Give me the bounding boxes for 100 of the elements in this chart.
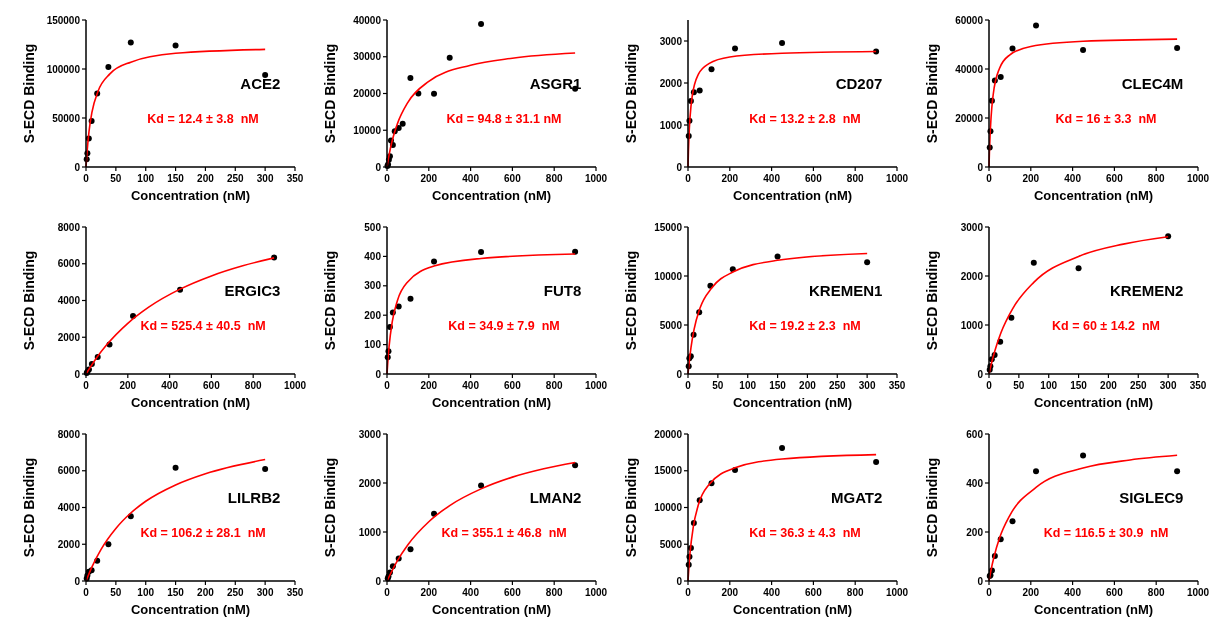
x-tick-label: 1000 bbox=[1186, 587, 1210, 598]
x-tick-label: 200 bbox=[197, 173, 215, 184]
y-tick-label: 150000 bbox=[46, 14, 81, 26]
y-tick-label: 3000 bbox=[358, 428, 382, 440]
text: ERGIC3 bbox=[224, 282, 281, 300]
text: LILRB2 bbox=[227, 489, 281, 507]
x-tick-label: 100 bbox=[739, 380, 757, 391]
x-tick-label: 50 bbox=[1013, 380, 1025, 391]
y-tick-label: 15000 bbox=[654, 465, 683, 477]
x-tick-label: 0 bbox=[685, 587, 692, 598]
y-tick-label: 4000 bbox=[57, 295, 81, 306]
x-tick-label: 0 bbox=[384, 380, 391, 391]
y-tick-label: 2000 bbox=[57, 331, 81, 343]
x-tick-label: 250 bbox=[828, 380, 847, 391]
y-tick-label: 6000 bbox=[57, 465, 81, 477]
x-tick-label: 150 bbox=[167, 173, 185, 184]
y-tick-label: 0 bbox=[74, 368, 81, 380]
y-tick-label: 200 bbox=[364, 309, 382, 321]
x-axis-title: Concentration (nM) bbox=[431, 395, 552, 410]
x-tick-label: 0 bbox=[83, 587, 90, 598]
annotation: Kd = 19.2 ± 2.3 nM bbox=[749, 318, 861, 333]
x-tick-label: 0 bbox=[83, 380, 90, 391]
text: FUT8 bbox=[543, 282, 582, 300]
annotation: Kd = 34.9 ± 7.9 nM bbox=[448, 318, 560, 333]
x-axis-title: Concentration (nM) bbox=[732, 395, 853, 410]
x-tick-label: 0 bbox=[986, 380, 993, 391]
annotation: Kd = 106.2 ± 28.1 nM bbox=[140, 525, 266, 540]
y-tick-label: 2000 bbox=[960, 270, 984, 282]
x-tick-label: 200 bbox=[799, 380, 817, 391]
x-tick-label: 100 bbox=[1040, 380, 1058, 391]
x-axis-title: Concentration (nM) bbox=[1033, 395, 1154, 410]
x-tick-label: 600 bbox=[805, 173, 823, 184]
y-tick-label: 0 bbox=[375, 368, 382, 380]
x-axis-title: Concentration (nM) bbox=[1033, 602, 1154, 617]
y-axis-title: S-ECD Binding bbox=[623, 457, 639, 558]
y-tick-label: 10000 bbox=[654, 270, 683, 282]
y-tick-label: 600 bbox=[966, 428, 984, 440]
x-tick-label: 400 bbox=[462, 587, 480, 598]
annotation: Kd = 525.4 ± 40.5 nM bbox=[140, 318, 266, 333]
x-tick-label: 300 bbox=[256, 173, 274, 184]
y-tick-label: 20000 bbox=[654, 428, 683, 440]
x-tick-label: 600 bbox=[805, 587, 823, 598]
y-axis-title: S-ECD Binding bbox=[21, 457, 37, 558]
y-tick-label: 10000 bbox=[353, 124, 382, 136]
y-tick-label: 0 bbox=[676, 575, 683, 587]
x-tick-label: 0 bbox=[986, 587, 993, 598]
x-tick-label: 600 bbox=[1106, 587, 1124, 598]
y-tick-label: 1000 bbox=[659, 119, 683, 131]
x-tick-label: 350 bbox=[1189, 380, 1207, 391]
y-tick-label: 0 bbox=[676, 161, 683, 173]
x-tick-label: 200 bbox=[721, 173, 739, 184]
x-tick-label: 350 bbox=[286, 587, 304, 598]
x-tick-label: 600 bbox=[203, 380, 221, 391]
y-axis-title: S-ECD Binding bbox=[21, 43, 37, 144]
annotation: Kd = 355.1 ± 46.8 nM bbox=[441, 525, 567, 540]
x-tick-label: 400 bbox=[161, 380, 179, 391]
x-axis-title: Concentration (nM) bbox=[130, 188, 251, 203]
x-tick-label: 1000 bbox=[584, 173, 608, 184]
y-axis-title: S-ECD Binding bbox=[924, 250, 940, 351]
x-tick-label: 800 bbox=[545, 587, 563, 598]
y-tick-label: 50000 bbox=[52, 112, 81, 124]
x-tick-label: 1000 bbox=[885, 173, 909, 184]
x-tick-label: 0 bbox=[986, 173, 993, 184]
y-tick-label: 1000 bbox=[960, 319, 984, 331]
y-axis-title: S-ECD Binding bbox=[623, 250, 639, 351]
x-tick-label: 800 bbox=[545, 380, 563, 391]
x-tick-label: 250 bbox=[226, 173, 245, 184]
y-tick-label: 0 bbox=[375, 161, 382, 173]
x-tick-label: 800 bbox=[545, 173, 563, 184]
y-tick-label: 20000 bbox=[353, 88, 382, 99]
y-tick-label: 400 bbox=[364, 250, 382, 262]
x-tick-label: 600 bbox=[504, 173, 522, 184]
y-tick-label: 400 bbox=[966, 477, 984, 489]
y-tick-label: 8000 bbox=[57, 221, 81, 233]
x-tick-label: 200 bbox=[721, 587, 739, 598]
y-tick-label: 200 bbox=[966, 526, 984, 538]
y-tick-label: 5000 bbox=[659, 538, 683, 550]
x-tick-label: 800 bbox=[846, 173, 864, 184]
x-axis-title: Concentration (nM) bbox=[431, 188, 552, 203]
y-tick-label: 3000 bbox=[659, 35, 683, 47]
x-tick-label: 100 bbox=[137, 173, 155, 184]
y-tick-label: 30000 bbox=[353, 51, 382, 63]
x-tick-label: 600 bbox=[504, 587, 522, 598]
x-axis-title: Concentration (nM) bbox=[1033, 188, 1154, 203]
x-tick-label: 200 bbox=[420, 380, 438, 391]
x-tick-label: 0 bbox=[384, 587, 391, 598]
x-tick-label: 250 bbox=[1129, 380, 1148, 391]
x-tick-label: 50 bbox=[110, 587, 122, 598]
y-tick-label: 5000 bbox=[659, 319, 683, 331]
y-tick-label: 0 bbox=[74, 575, 81, 587]
x-tick-label: 400 bbox=[763, 173, 781, 184]
text: MGAT2 bbox=[830, 489, 883, 507]
annotation: Kd = 116.5 ± 30.9 nM bbox=[1043, 525, 1169, 540]
x-tick-label: 600 bbox=[504, 380, 522, 391]
y-tick-label: 2000 bbox=[57, 538, 81, 550]
annotation: Kd = 36.3 ± 4.3 nM bbox=[749, 525, 861, 540]
x-tick-label: 300 bbox=[1159, 380, 1177, 391]
x-tick-label: 0 bbox=[384, 173, 391, 184]
x-tick-label: 400 bbox=[763, 587, 781, 598]
text: KREMEN2 bbox=[1110, 282, 1184, 300]
